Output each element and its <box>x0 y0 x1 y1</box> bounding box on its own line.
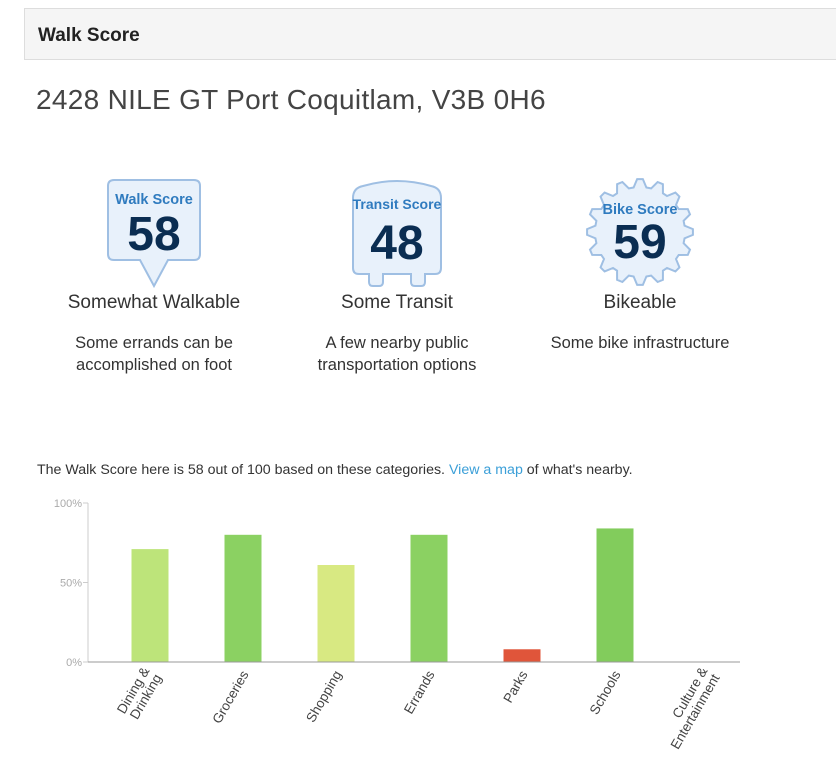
intro-suffix: of what's nearby. <box>526 462 633 478</box>
transit-score-badge-icon: Transit Score 48 <box>352 180 442 287</box>
walk-score-value: 58 <box>127 208 180 261</box>
category-label: Errands <box>401 668 438 717</box>
y-tick-label: 0% <box>66 657 82 669</box>
bike-score-description-line1: Some bike infrastructure <box>550 334 730 352</box>
walk-score-label: Walk Score <box>115 192 193 208</box>
category-label-line: Shopping <box>303 668 345 725</box>
address-title: 2428 NILE GT Port Coquitlam, V3B 0H6 <box>36 84 546 115</box>
category-label: Culture &Entertainment <box>656 664 723 752</box>
walk-score-rating: Somewhat Walkable <box>67 292 241 313</box>
transit-score-description: A few nearby public transportation optio… <box>277 332 517 376</box>
bike-score-value: 59 <box>613 216 666 269</box>
walk-score-panel: Walk Score 58 Somewhat Walkable Some err… <box>34 176 274 376</box>
walk-score-description-line1: Some errands can be <box>75 334 233 352</box>
transit-score-rating: Some Transit <box>341 292 453 313</box>
category-label: Parks <box>500 668 530 706</box>
transit-score-panel: Transit Score 48 Some Transit A few near… <box>277 176 517 376</box>
category-label-line: Schools <box>587 668 624 717</box>
intro-prefix: The Walk Score here is 58 out of 100 bas… <box>37 462 446 478</box>
y-tick-label: 50% <box>60 578 82 590</box>
category-label: Shopping <box>303 668 345 725</box>
category-label-line: Groceries <box>209 668 251 726</box>
y-tick-label: 100% <box>54 498 82 510</box>
bike-score-panel: Bike Score 59 Bikeable Some bike infrast… <box>520 176 760 354</box>
bike-score-label: Bike Score <box>603 202 678 218</box>
bike-score-description: Some bike infrastructure <box>520 332 760 354</box>
category-label: Schools <box>587 668 624 717</box>
bar <box>503 649 541 662</box>
walk-score-description: Some errands can be accomplished on foot <box>34 332 274 376</box>
bike-score-badge-icon: Bike Score 59 <box>586 178 694 286</box>
header-bar: Walk Score <box>24 8 836 60</box>
category-label-line: Parks <box>500 668 530 706</box>
transit-score-description-line2: transportation options <box>317 356 477 374</box>
bar <box>596 528 634 662</box>
transit-score-value: 48 <box>370 217 423 270</box>
bar <box>131 549 169 662</box>
category-label: Dining &Drinking <box>114 665 165 724</box>
transit-score-description-line1: A few nearby public <box>325 334 469 352</box>
walk-score-intro: The Walk Score here is 58 out of 100 bas… <box>37 462 633 478</box>
bar <box>317 565 355 662</box>
category-label-line: Errands <box>401 668 438 717</box>
category-bar-chart: 100% 50% 0% Dining &Drinking Groceries Shoppi… <box>54 498 740 752</box>
view-map-link[interactable]: View a map <box>448 462 523 478</box>
bike-score-rating: Bikeable <box>603 292 677 313</box>
walk-score-badge-icon: Walk Score 58 <box>107 179 201 288</box>
bar <box>224 534 262 662</box>
category-label: Groceries <box>209 668 251 726</box>
transit-score-label: Transit Score <box>353 196 442 212</box>
walk-score-description-line2: accomplished on foot <box>76 356 232 374</box>
header-title: Walk Score <box>38 25 140 46</box>
bar <box>410 534 448 662</box>
